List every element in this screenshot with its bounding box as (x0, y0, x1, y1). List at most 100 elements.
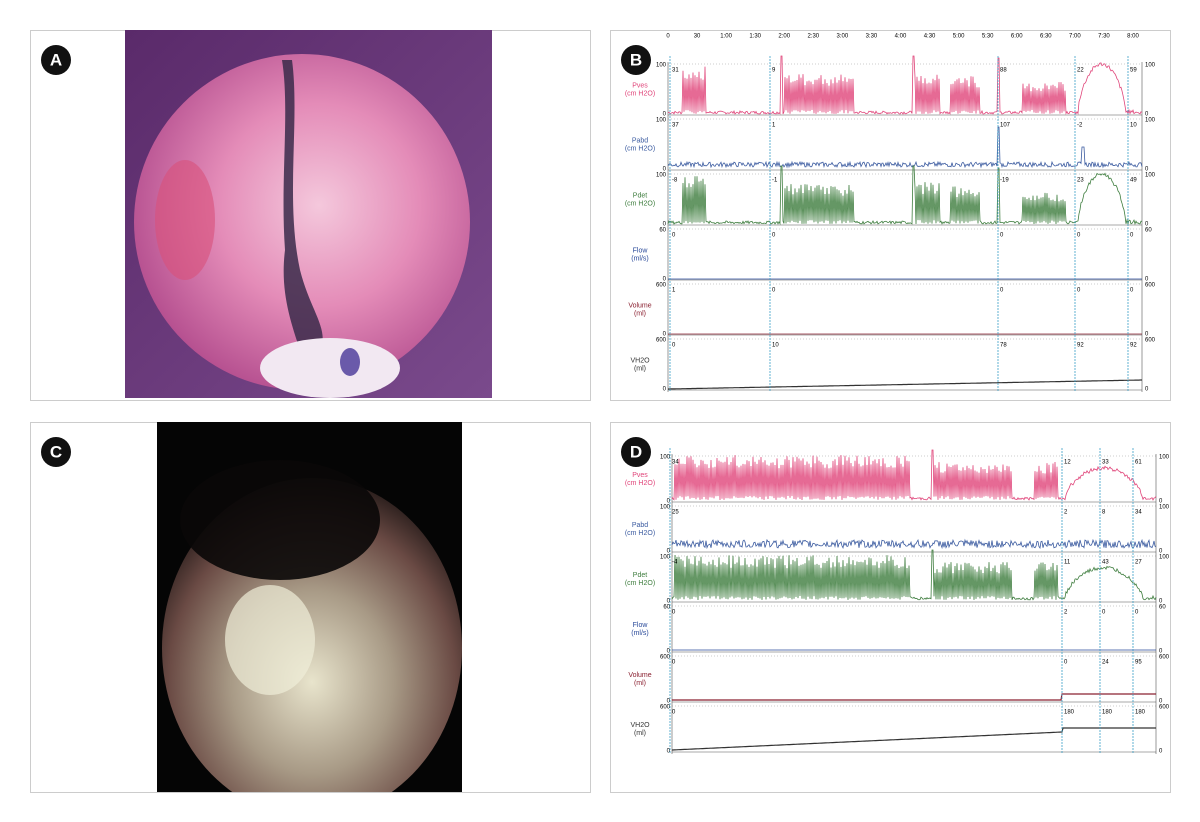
channel-unit: (ml) (634, 365, 646, 372)
channel-unit: (ml/s) (631, 630, 649, 637)
scale-bottom: 0 (663, 112, 667, 118)
time-tick: 7:30 (1098, 34, 1110, 40)
scale-bottom: 0 (667, 749, 671, 755)
scale-top: 600 (1145, 283, 1156, 289)
scale-bottom: 0 (667, 649, 671, 655)
cursor-value: 1 (772, 123, 776, 129)
time-tick: 6:30 (1040, 34, 1052, 40)
time-tick: 7:00 (1069, 34, 1081, 40)
scale-top: 600 (1159, 705, 1170, 711)
panel-badge (41, 45, 71, 75)
scale-top: 60 (1145, 228, 1152, 234)
scale-top: 100 (1159, 555, 1170, 561)
time-tick: 1:00 (720, 34, 732, 40)
scale-top: 600 (660, 655, 671, 661)
endoscopy-image-c (157, 422, 462, 792)
cursor-value: 107 (1000, 123, 1011, 129)
cursor-value: 0 (1102, 610, 1106, 616)
scale-bottom: 0 (1159, 699, 1163, 705)
time-tick: 3:00 (837, 34, 849, 40)
panel-label: A (50, 50, 62, 69)
channel-name: Flow (633, 247, 649, 254)
cursor-value: -19 (1000, 178, 1009, 184)
scale-bottom: 0 (663, 167, 667, 173)
cursor-value: 49 (1130, 178, 1137, 184)
scale-top: 100 (1145, 63, 1156, 69)
cursor-value: 2 (1064, 610, 1068, 616)
cursor-value: 88 (1000, 68, 1007, 74)
cursor-value: 180 (1102, 710, 1113, 716)
scale-bottom: 0 (1159, 649, 1163, 655)
cursor-value: 31 (672, 68, 679, 74)
time-tick: 8:00 (1127, 34, 1139, 40)
time-tick: 2:00 (778, 34, 790, 40)
scale-top: 100 (1145, 173, 1156, 179)
panel-badge (621, 45, 651, 75)
scale-bottom: 0 (663, 332, 667, 338)
cursor-value: 180 (1135, 710, 1146, 716)
channel-unit: (cm H2O) (625, 145, 655, 152)
scale-top: 100 (660, 555, 671, 561)
scale-bottom: 0 (667, 549, 671, 555)
cursor-value: 59 (1130, 68, 1137, 74)
channel-unit: (ml) (634, 680, 646, 687)
cursor-value: 12 (1064, 460, 1071, 466)
time-tick: 4:00 (895, 34, 907, 40)
cursor-value: 10 (772, 343, 779, 349)
scale-bottom: 0 (1145, 387, 1149, 393)
cursor-value: 0 (772, 233, 776, 239)
channel-unit: (cm H2O) (625, 580, 655, 587)
cursor-value: 0 (672, 710, 676, 716)
scale-bottom: 0 (1145, 112, 1149, 118)
cursor-value: -8 (672, 178, 678, 184)
trace (672, 693, 1156, 701)
cursor-value: 10 (1130, 123, 1137, 129)
scale-bottom: 0 (663, 222, 667, 228)
channel-name: Pdet (633, 572, 647, 579)
scale-top: 60 (1159, 605, 1166, 611)
trace (671, 549, 1157, 601)
cursor-value: 37 (672, 123, 679, 129)
time-tick: 2:30 (807, 34, 819, 40)
cursor-value: 0 (672, 343, 676, 349)
scale-top: 100 (660, 455, 671, 461)
scale-bottom: 0 (1145, 222, 1149, 228)
cursor-value: -4 (672, 560, 678, 566)
scale-bottom: 0 (1159, 749, 1163, 755)
trace (667, 126, 1143, 169)
cursor-value: 95 (1135, 660, 1142, 666)
channel-unit: (ml) (634, 730, 646, 737)
scale-bottom: 0 (1145, 332, 1149, 338)
panel-border (610, 422, 1171, 793)
channel-name: Volume (628, 672, 651, 679)
cursor-value: 180 (1064, 710, 1075, 716)
time-tick: 0 (666, 34, 670, 40)
cursor-value: 0 (1064, 660, 1068, 666)
channel-unit: (ml) (634, 310, 646, 317)
panel-badge (621, 437, 651, 467)
cursor-value: 1 (672, 288, 676, 294)
cursor-value: 0 (672, 660, 676, 666)
cursor-value: 0 (1130, 288, 1134, 294)
channel-name: VH2O (630, 722, 650, 729)
endoscopy-image-a (125, 30, 492, 398)
time-tick: 30 (694, 34, 701, 40)
cursor-value: 9 (772, 68, 776, 74)
scale-bottom: 0 (667, 499, 671, 505)
cursor-value: 78 (1000, 343, 1007, 349)
scale-bottom: 0 (667, 599, 671, 605)
cursor-value: 0 (1000, 233, 1004, 239)
channel-unit: (cm H2O) (625, 90, 655, 97)
panel-label: B (630, 50, 642, 69)
scale-bottom: 0 (667, 699, 671, 705)
cursor-value: 61 (1135, 460, 1142, 466)
time-tick: 1:30 (749, 34, 761, 40)
cursor-value: 0 (672, 610, 676, 616)
scale-top: 600 (656, 338, 667, 344)
scale-top: 100 (656, 118, 667, 124)
cursor-value: 0 (1000, 288, 1004, 294)
channel-name: Pabd (632, 137, 648, 144)
scale-bottom: 0 (1159, 499, 1163, 505)
scale-top: 600 (656, 283, 667, 289)
